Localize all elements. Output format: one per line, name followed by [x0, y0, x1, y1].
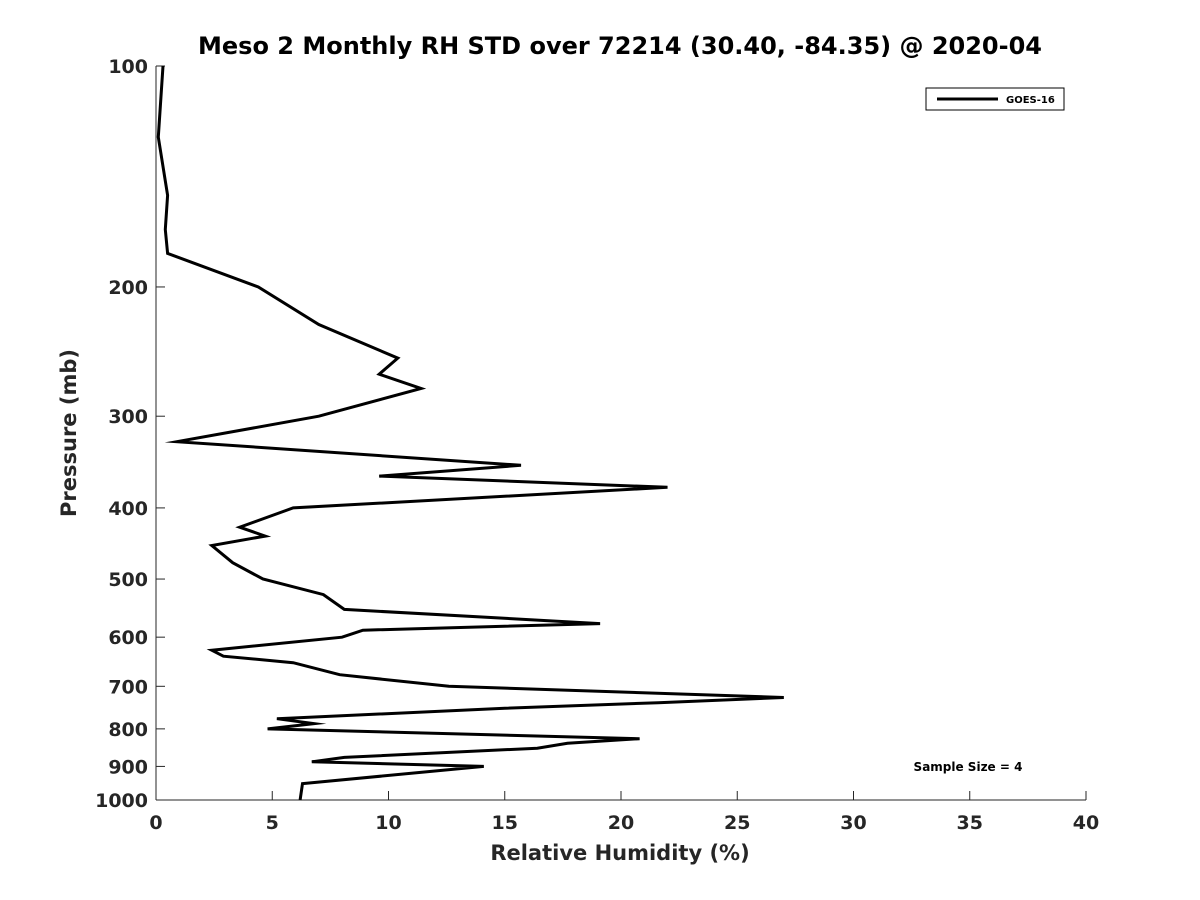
x-axis-ticks: 0 5 10 15 20 25 30 35 40: [149, 791, 1099, 834]
series-line-goes-16: [156, 65, 784, 801]
x-tick-label: 0: [149, 812, 162, 834]
series-layer: [156, 65, 784, 801]
x-tick-label: 30: [840, 812, 866, 834]
x-axis-label: Relative Humidity (%): [490, 841, 749, 865]
y-tick-label: 1000: [95, 790, 148, 812]
x-tick-label: 40: [1073, 812, 1099, 834]
x-tick-label: 15: [492, 812, 518, 834]
x-tick-label: 35: [957, 812, 983, 834]
x-tick-label: 10: [375, 812, 401, 834]
y-tick-label: 100: [108, 56, 148, 78]
chart-title: Meso 2 Monthly RH STD over 72214 (30.40,…: [198, 32, 1042, 60]
y-tick-label: 200: [108, 277, 148, 299]
plot-frame: [155, 66, 1086, 801]
x-tick-label: 20: [608, 812, 634, 834]
y-tick-label: 600: [108, 627, 148, 649]
legend: GOES-16: [925, 87, 1065, 111]
x-tick-label: 5: [266, 812, 279, 834]
y-axis-ticks: 100 200 300 400 500 600 700 800 900 1000: [95, 56, 165, 812]
legend-label: GOES-16: [1006, 95, 1055, 106]
y-axis-label: Pressure (mb): [57, 349, 81, 517]
y-tick-label: 500: [108, 569, 148, 591]
y-tick-label: 700: [108, 676, 148, 698]
y-tick-label: 400: [108, 498, 148, 520]
y-tick-label: 300: [108, 406, 148, 428]
y-tick-label: 900: [108, 756, 148, 778]
y-tick-label: 800: [108, 719, 148, 741]
sample-size-annotation: Sample Size = 4: [914, 760, 1023, 774]
x-tick-label: 25: [724, 812, 750, 834]
